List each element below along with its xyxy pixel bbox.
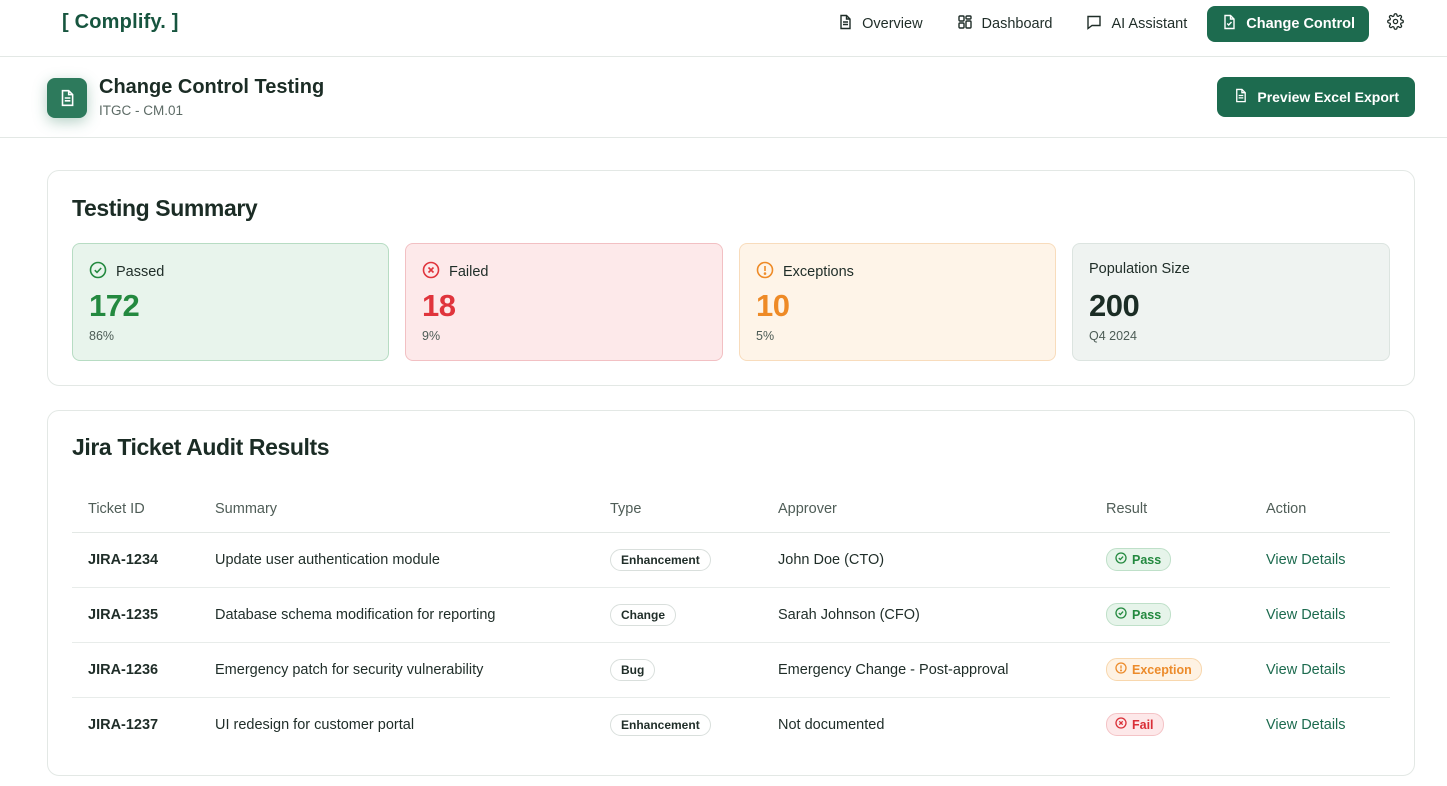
top-navbar: [ Complify. ] Overview Dashboard AI Assi… xyxy=(0,0,1447,57)
audit-table: Ticket ID Summary Type Approver Result A… xyxy=(72,487,1390,752)
column-header-result[interactable]: Result xyxy=(1090,487,1250,533)
column-header-type[interactable]: Type xyxy=(594,487,762,533)
result-label: Fail xyxy=(1132,717,1154,732)
stats-row: Passed 172 86% Failed 18 9% Exceptions 1… xyxy=(72,243,1390,361)
ticket-summary: UI redesign for customer portal xyxy=(215,716,415,733)
stat-note: 9% xyxy=(422,329,441,343)
x-circle-icon xyxy=(1115,717,1127,732)
grid-icon xyxy=(957,14,973,34)
stat-label: Population Size xyxy=(1089,261,1190,277)
type-badge: Enhancement xyxy=(610,548,711,571)
chat-icon xyxy=(1086,14,1102,34)
view-details-link[interactable]: View Details xyxy=(1266,716,1346,733)
check-circle-icon xyxy=(1115,607,1127,622)
page-subtitle: ITGC - CM.01 xyxy=(99,103,184,118)
table-row[interactable]: JIRA-1234 Update user authentication mod… xyxy=(72,532,1390,588)
stat-card-exceptions: Exceptions 10 5% xyxy=(739,243,1056,361)
stat-note: 5% xyxy=(756,329,775,343)
gear-icon xyxy=(1386,13,1404,35)
jira-audit-card: Jira Ticket Audit Results Ticket ID Summ… xyxy=(47,410,1415,776)
stat-label: Passed xyxy=(116,264,165,280)
alert-circle-icon xyxy=(756,261,774,283)
preview-excel-export-button[interactable]: Preview Excel Export xyxy=(1217,77,1415,117)
brand-logo[interactable]: [ Complify. ] xyxy=(62,11,179,33)
column-header-action[interactable]: Action xyxy=(1250,487,1390,533)
check-circle-icon xyxy=(89,261,107,283)
ticket-approver: John Doe (CTO) xyxy=(762,532,1090,588)
ticket-summary: Emergency patch for security vulnerabili… xyxy=(199,642,594,698)
nav-item-label: Change Control xyxy=(1246,16,1355,32)
result-badge-pass: Pass xyxy=(1106,548,1172,571)
result-badge-exception: Exception xyxy=(1106,658,1202,681)
nav-item-ai-assistant[interactable]: AI Assistant xyxy=(1072,6,1201,42)
document-icon xyxy=(1233,88,1248,106)
column-header-summary[interactable]: Summary xyxy=(199,487,594,533)
stat-value: 18 xyxy=(422,288,456,323)
view-details-link[interactable]: View Details xyxy=(1266,551,1346,568)
result-label: Exception xyxy=(1132,662,1192,677)
stat-note: Q4 2024 xyxy=(1089,329,1137,343)
document-icon xyxy=(837,14,853,34)
stat-value: 172 xyxy=(89,288,140,323)
result-label: Pass xyxy=(1132,607,1162,622)
result-label: Pass xyxy=(1132,552,1162,567)
ticket-approver: Not documented xyxy=(778,716,885,733)
table-row[interactable]: JIRA-1237 UI redesign for customer porta… xyxy=(72,697,1390,752)
nav-item-label: Overview xyxy=(862,16,923,32)
stat-value: 200 xyxy=(1089,288,1140,323)
stat-label: Failed xyxy=(449,264,489,280)
table-row[interactable]: JIRA-1235 Database schema modification f… xyxy=(72,587,1390,643)
ticket-approver: Emergency Change - Post-approval xyxy=(762,642,1090,698)
type-badge: Change xyxy=(610,603,677,626)
testing-summary-card: Testing Summary Passed 172 86% Failed 18… xyxy=(47,170,1415,386)
result-badge-pass: Pass xyxy=(1106,603,1172,626)
page-header: Change Control Testing ITGC - CM.01 Prev… xyxy=(0,57,1447,138)
check-circle-icon xyxy=(1115,552,1127,567)
ticket-id: JIRA-1236 xyxy=(72,642,199,698)
page-title: Change Control Testing xyxy=(99,76,325,98)
view-details-link[interactable]: View Details xyxy=(1266,661,1346,678)
nav-item-label: Dashboard xyxy=(981,16,1053,32)
stat-label: Exceptions xyxy=(783,264,854,280)
section-title: Jira Ticket Audit Results xyxy=(72,434,330,460)
nav-item-label: AI Assistant xyxy=(1111,16,1188,32)
section-title: Testing Summary xyxy=(72,195,258,221)
result-badge-fail: Fail xyxy=(1106,713,1164,737)
column-header-approver[interactable]: Approver xyxy=(762,487,1090,533)
ticket-summary: Update user authentication module xyxy=(199,532,594,588)
stat-card-population-size: Population Size 200 Q4 2024 xyxy=(1072,243,1390,361)
ticket-summary: Database schema modification for reporti… xyxy=(199,587,594,643)
table-header-row: Ticket ID Summary Type Approver Result A… xyxy=(72,487,1390,533)
main-nav: Overview Dashboard AI Assistant Change C… xyxy=(823,6,1413,42)
nav-item-change-control[interactable]: Change Control xyxy=(1207,6,1369,42)
table-row[interactable]: JIRA-1236 Emergency patch for security v… xyxy=(72,642,1390,698)
stat-card-failed: Failed 18 9% xyxy=(405,243,723,361)
ticket-approver: Sarah Johnson (CFO) xyxy=(762,587,1090,643)
stat-value: 10 xyxy=(756,288,790,323)
ticket-id: JIRA-1234 xyxy=(72,532,199,588)
x-circle-icon xyxy=(422,261,440,283)
nav-item-overview[interactable]: Overview xyxy=(823,6,936,42)
nav-item-dashboard[interactable]: Dashboard xyxy=(943,6,1067,42)
view-details-link[interactable]: View Details xyxy=(1266,606,1346,623)
type-badge: Bug xyxy=(610,658,656,681)
stat-card-passed: Passed 172 86% xyxy=(72,243,389,361)
stat-note: 86% xyxy=(89,329,115,343)
column-header-ticket-id[interactable]: Ticket ID xyxy=(72,487,199,533)
export-button-label: Preview Excel Export xyxy=(1257,89,1399,105)
document-check-icon xyxy=(1221,14,1237,34)
ticket-id: JIRA-1235 xyxy=(72,587,199,643)
document-icon xyxy=(47,78,87,118)
ticket-id: JIRA-1237 xyxy=(88,716,159,733)
type-badge: Enhancement xyxy=(610,713,711,736)
settings-button[interactable] xyxy=(1377,6,1413,42)
alert-circle-icon xyxy=(1115,662,1127,677)
